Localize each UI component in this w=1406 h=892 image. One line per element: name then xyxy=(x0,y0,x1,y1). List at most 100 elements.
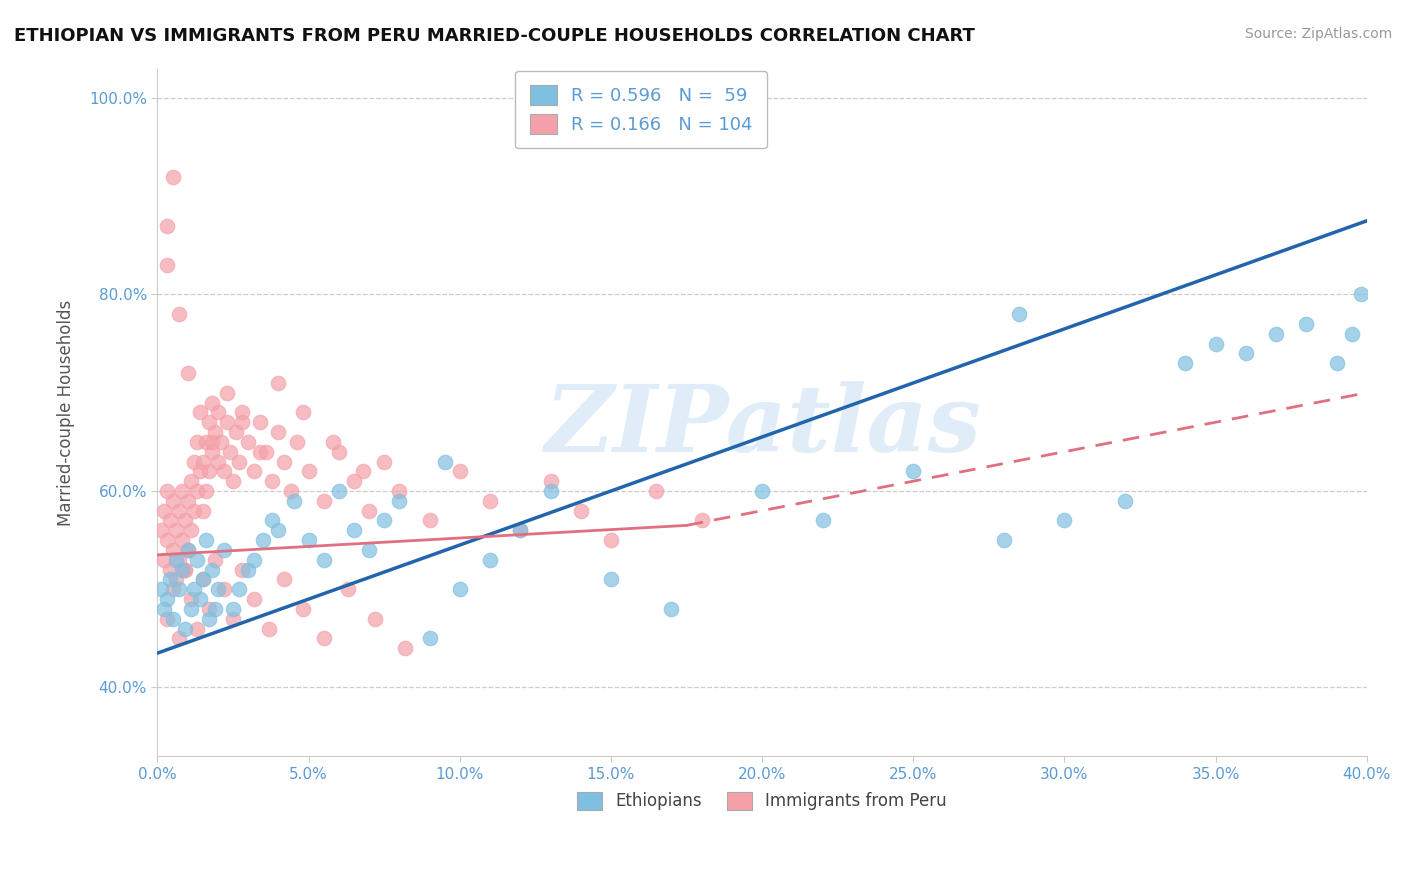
Point xyxy=(222,612,245,626)
Point xyxy=(162,612,184,626)
Text: Source: ZipAtlas.com: Source: ZipAtlas.com xyxy=(1244,27,1392,41)
Point xyxy=(155,612,177,626)
Point xyxy=(364,612,387,626)
Point xyxy=(183,454,205,468)
Point xyxy=(191,573,214,587)
Point xyxy=(751,483,773,498)
Point xyxy=(280,483,302,498)
Point xyxy=(388,483,411,498)
Point xyxy=(243,553,266,567)
Point xyxy=(219,444,242,458)
Point xyxy=(207,405,229,419)
Point xyxy=(173,563,195,577)
Point xyxy=(283,493,305,508)
Point xyxy=(690,513,713,527)
Point xyxy=(152,503,174,517)
Point xyxy=(204,602,226,616)
Point xyxy=(165,553,187,567)
Point xyxy=(194,483,217,498)
Point xyxy=(155,483,177,498)
Point xyxy=(291,405,314,419)
Point xyxy=(359,503,381,517)
Point xyxy=(231,405,253,419)
Point xyxy=(1265,326,1288,341)
Point xyxy=(162,493,184,508)
Point xyxy=(165,573,187,587)
Point xyxy=(155,533,177,548)
Point xyxy=(479,553,502,567)
Point xyxy=(249,444,271,458)
Point xyxy=(173,622,195,636)
Point xyxy=(267,376,290,390)
Point xyxy=(373,513,395,527)
Point xyxy=(285,434,308,449)
Point xyxy=(600,573,623,587)
Point xyxy=(312,553,335,567)
Point xyxy=(212,543,235,558)
Point xyxy=(540,483,562,498)
Point xyxy=(186,434,208,449)
Point xyxy=(312,493,335,508)
Point xyxy=(186,553,208,567)
Point xyxy=(207,454,229,468)
Point xyxy=(198,415,221,429)
Point xyxy=(1205,336,1227,351)
Text: ETHIOPIAN VS IMMIGRANTS FROM PERU MARRIED-COUPLE HOUSEHOLDS CORRELATION CHART: ETHIOPIAN VS IMMIGRANTS FROM PERU MARRIE… xyxy=(14,27,974,45)
Point xyxy=(162,582,184,597)
Point xyxy=(231,415,253,429)
Point xyxy=(811,513,834,527)
Point xyxy=(207,582,229,597)
Point xyxy=(177,493,200,508)
Point xyxy=(173,513,195,527)
Point xyxy=(167,307,190,321)
Point xyxy=(328,483,350,498)
Point xyxy=(188,464,211,478)
Point xyxy=(291,602,314,616)
Point xyxy=(159,513,181,527)
Point xyxy=(228,454,250,468)
Point xyxy=(167,503,190,517)
Point xyxy=(170,533,193,548)
Point xyxy=(433,454,456,468)
Point xyxy=(177,366,200,380)
Point xyxy=(201,563,224,577)
Point xyxy=(198,612,221,626)
Point xyxy=(243,592,266,607)
Point xyxy=(215,385,238,400)
Point xyxy=(149,582,172,597)
Point xyxy=(215,415,238,429)
Point xyxy=(509,523,531,537)
Point xyxy=(201,434,224,449)
Point xyxy=(238,434,260,449)
Point xyxy=(252,533,274,548)
Legend: Ethiopians, Immigrants from Peru: Ethiopians, Immigrants from Peru xyxy=(564,778,960,823)
Point xyxy=(373,454,395,468)
Point xyxy=(1114,493,1136,508)
Point xyxy=(198,464,221,478)
Point xyxy=(155,258,177,272)
Point xyxy=(170,563,193,577)
Point xyxy=(162,543,184,558)
Point xyxy=(600,533,623,548)
Point xyxy=(162,169,184,184)
Point xyxy=(222,474,245,488)
Point xyxy=(165,523,187,537)
Point xyxy=(1326,356,1348,370)
Point xyxy=(159,573,181,587)
Point xyxy=(1350,287,1372,301)
Point xyxy=(173,563,195,577)
Point xyxy=(212,582,235,597)
Point xyxy=(254,444,277,458)
Point xyxy=(249,415,271,429)
Point xyxy=(155,219,177,233)
Point xyxy=(188,592,211,607)
Point xyxy=(201,444,224,458)
Point xyxy=(298,533,321,548)
Point xyxy=(180,592,202,607)
Point xyxy=(180,474,202,488)
Point xyxy=(186,483,208,498)
Point xyxy=(540,474,562,488)
Point xyxy=(238,563,260,577)
Point xyxy=(343,474,366,488)
Point xyxy=(159,563,181,577)
